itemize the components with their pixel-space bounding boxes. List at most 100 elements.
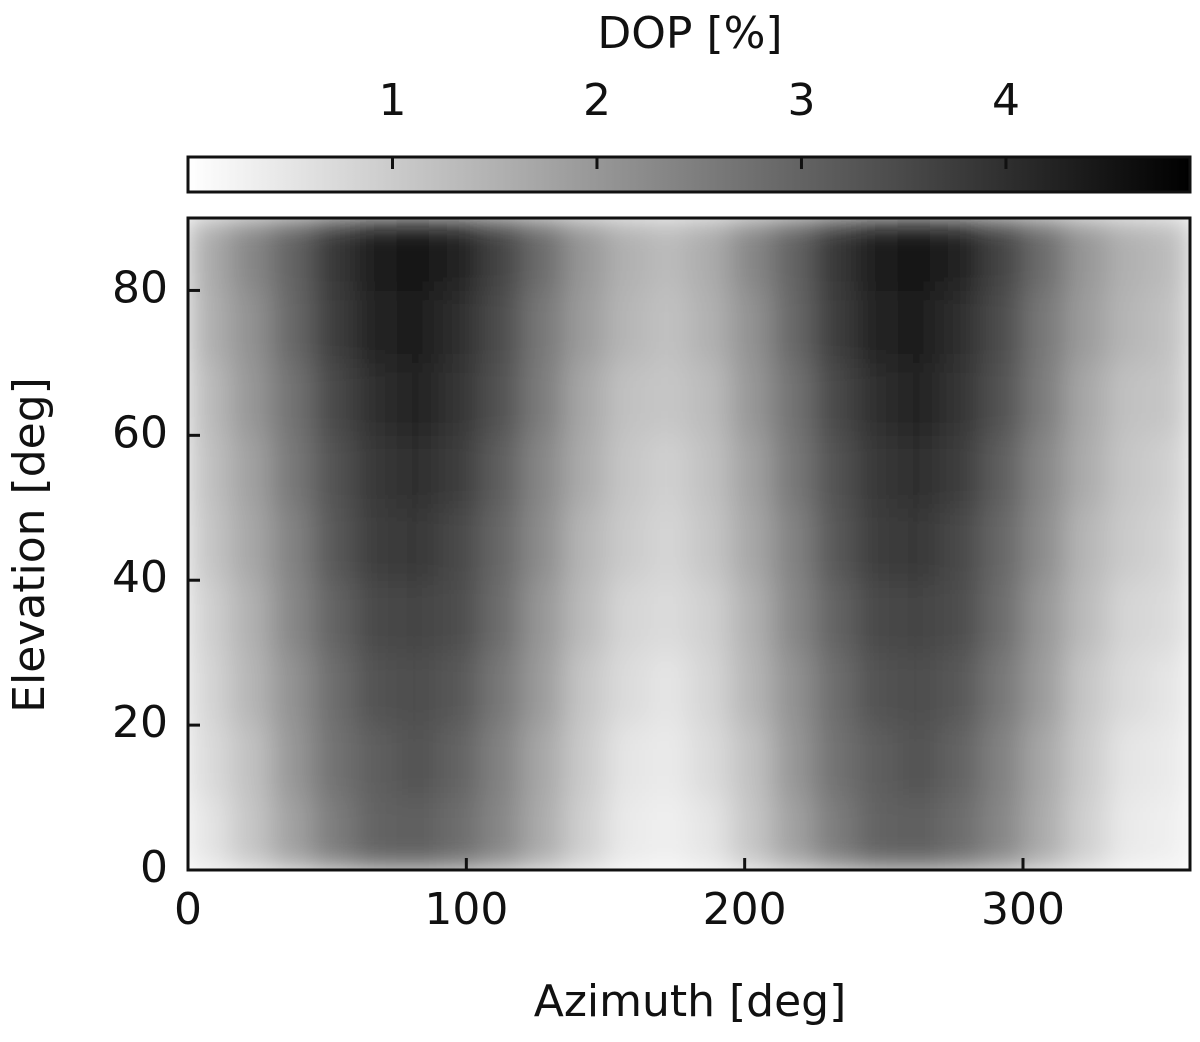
heatmap-cell bbox=[772, 435, 815, 509]
heatmap-cell bbox=[271, 218, 314, 291]
heatmap-cell bbox=[1148, 580, 1190, 654]
heatmap-cell bbox=[772, 580, 815, 654]
heatmap-cell bbox=[438, 652, 481, 726]
heatmap-cell bbox=[647, 507, 690, 581]
x-tick-label: 100 bbox=[424, 884, 508, 935]
heatmap-cell bbox=[939, 507, 982, 581]
heatmap-cell bbox=[730, 580, 773, 654]
heatmap-cell bbox=[229, 435, 272, 509]
heatmap-cell bbox=[939, 580, 982, 654]
heatmap-cell bbox=[480, 218, 523, 291]
heatmap-cell bbox=[856, 725, 899, 799]
heatmap-cell bbox=[897, 435, 940, 509]
heatmap-cell bbox=[563, 290, 606, 364]
heatmap-cell bbox=[856, 362, 899, 436]
heatmap-cell bbox=[814, 218, 857, 291]
heatmap-cell bbox=[772, 652, 815, 726]
heatmap-cell bbox=[772, 797, 815, 870]
heatmap-cell bbox=[396, 580, 439, 654]
heatmap-cell bbox=[730, 218, 773, 291]
colorbar-tick-label: 1 bbox=[378, 75, 406, 126]
heatmap-cell bbox=[480, 797, 523, 870]
heatmap-cell bbox=[522, 290, 565, 364]
heatmap-cell bbox=[438, 580, 481, 654]
heatmap-cell bbox=[772, 218, 815, 291]
heatmap-cell bbox=[271, 580, 314, 654]
heatmap-cell bbox=[480, 362, 523, 436]
heatmap-cell bbox=[605, 435, 648, 509]
y-tick-label: 0 bbox=[140, 842, 168, 893]
heatmap-cell bbox=[522, 507, 565, 581]
heatmap-cell bbox=[730, 507, 773, 581]
heatmap-cell bbox=[355, 362, 398, 436]
heatmap-cell bbox=[1106, 725, 1149, 799]
heatmap-cell bbox=[271, 290, 314, 364]
heatmap-cell bbox=[396, 797, 439, 870]
heatmap-cell bbox=[188, 797, 231, 870]
heatmap-cell bbox=[480, 507, 523, 581]
heatmap-cell bbox=[563, 725, 606, 799]
heatmap-cell bbox=[396, 725, 439, 799]
heatmap-cell bbox=[563, 435, 606, 509]
heatmap-cell bbox=[313, 580, 356, 654]
heatmap bbox=[188, 218, 1190, 870]
heatmap-cell bbox=[188, 725, 231, 799]
heatmap-cell bbox=[730, 362, 773, 436]
heatmap-cell bbox=[897, 362, 940, 436]
heatmap-cell bbox=[563, 507, 606, 581]
heatmap-cell bbox=[1106, 507, 1149, 581]
x-tick-label: 0 bbox=[174, 884, 202, 935]
heatmap-cell bbox=[188, 218, 231, 291]
heatmap-cell bbox=[1023, 797, 1066, 870]
heatmap-cell bbox=[647, 362, 690, 436]
heatmap-cell bbox=[1148, 507, 1190, 581]
heatmap-cell bbox=[897, 580, 940, 654]
heatmap-cell bbox=[605, 797, 648, 870]
y-tick-label: 80 bbox=[112, 262, 168, 313]
heatmap-cell bbox=[522, 435, 565, 509]
heatmap-cell bbox=[1023, 507, 1066, 581]
heatmap-cell bbox=[313, 507, 356, 581]
heatmap-cell bbox=[689, 797, 732, 870]
heatmap-cell bbox=[1023, 435, 1066, 509]
heatmap-cell bbox=[355, 218, 398, 291]
heatmap-cell bbox=[396, 362, 439, 436]
heatmap-cell bbox=[355, 797, 398, 870]
heatmap-cell bbox=[939, 290, 982, 364]
heatmap-cell bbox=[229, 797, 272, 870]
heatmap-cell bbox=[522, 218, 565, 291]
heatmap-cell bbox=[229, 218, 272, 291]
heatmap-cell bbox=[1064, 725, 1107, 799]
heatmap-cell bbox=[605, 507, 648, 581]
heatmap-cell bbox=[271, 435, 314, 509]
heatmap-cell bbox=[396, 507, 439, 581]
heatmap-cell bbox=[355, 507, 398, 581]
heatmap-cell bbox=[188, 507, 231, 581]
heatmap-cell bbox=[689, 435, 732, 509]
heatmap-cell bbox=[856, 797, 899, 870]
heatmap-cell bbox=[1023, 362, 1066, 436]
heatmap-cell bbox=[1148, 218, 1190, 291]
heatmap-cell bbox=[313, 435, 356, 509]
heatmap-cell bbox=[313, 362, 356, 436]
heatmap-cells bbox=[188, 218, 1190, 870]
heatmap-cell bbox=[814, 580, 857, 654]
heatmap-cell bbox=[939, 435, 982, 509]
heatmap-cell bbox=[814, 652, 857, 726]
y-tick-label: 40 bbox=[112, 552, 168, 603]
heatmap-cell bbox=[229, 362, 272, 436]
heatmap-cell bbox=[647, 580, 690, 654]
heatmap-cell bbox=[647, 797, 690, 870]
heatmap-cell bbox=[1064, 652, 1107, 726]
heatmap-cell bbox=[772, 290, 815, 364]
heatmap-cell bbox=[188, 290, 231, 364]
heatmap-cell bbox=[438, 435, 481, 509]
heatmap-cell bbox=[772, 362, 815, 436]
x-axis-label: Azimuth [deg] bbox=[534, 976, 847, 1027]
heatmap-cell bbox=[605, 362, 648, 436]
heatmap-cell bbox=[897, 797, 940, 870]
heatmap-cell bbox=[1106, 797, 1149, 870]
heatmap-cell bbox=[856, 580, 899, 654]
heatmap-cell bbox=[897, 652, 940, 726]
